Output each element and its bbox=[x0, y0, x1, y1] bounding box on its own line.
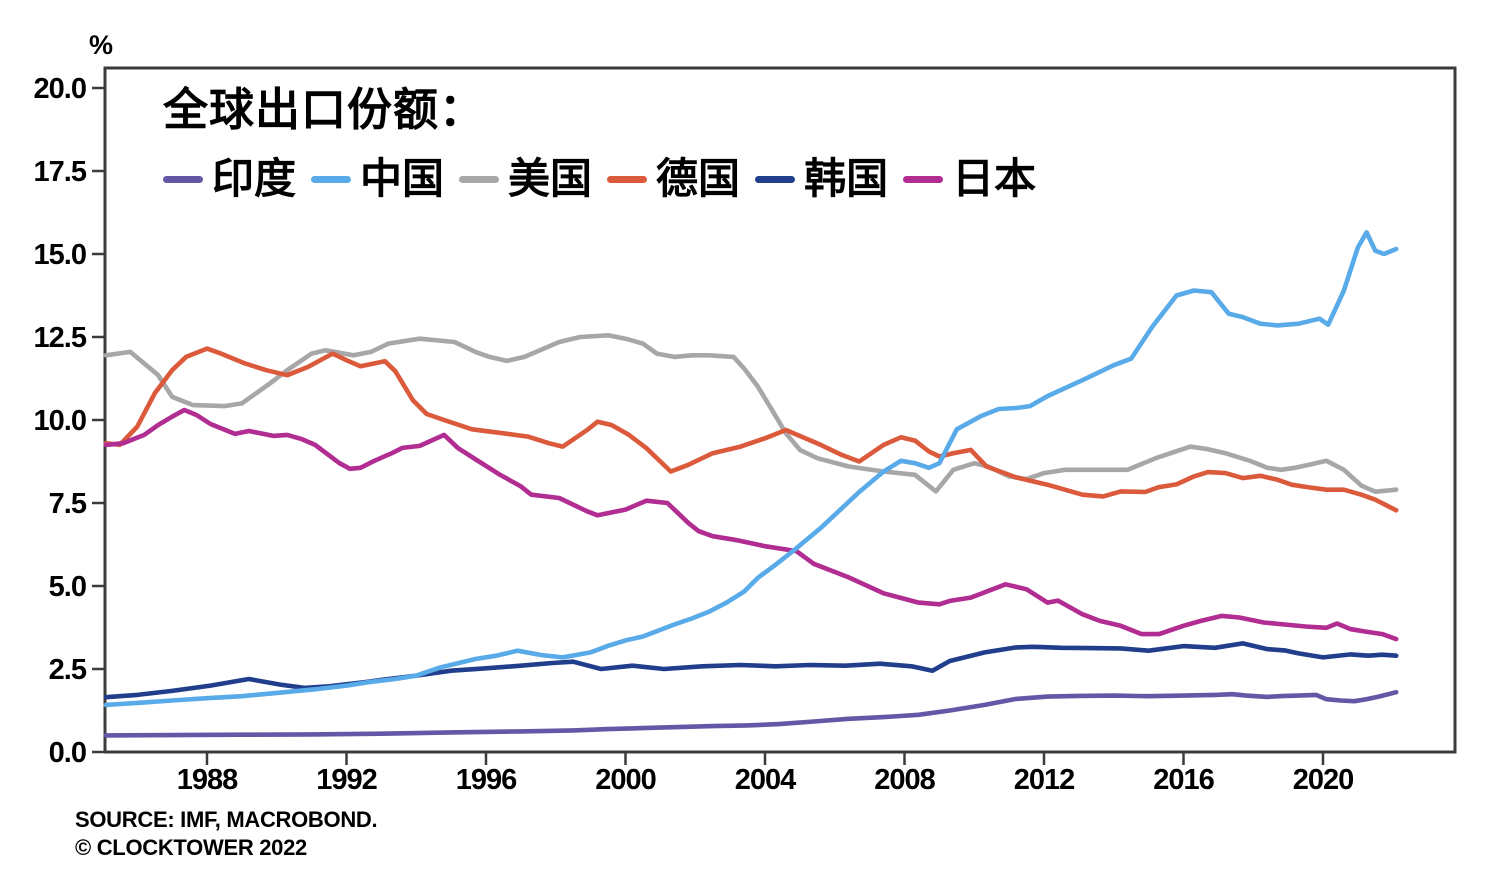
series-line-india bbox=[103, 689, 1399, 738]
x-axis-tick-label: 2020 bbox=[1293, 764, 1354, 796]
y-axis-tick-label: 15.0 bbox=[34, 239, 86, 271]
series-line-usa bbox=[103, 332, 1399, 495]
legend-label: 日本 bbox=[952, 155, 1037, 202]
legend-dash-icon bbox=[459, 175, 500, 183]
y-axis-tick-label: 0.0 bbox=[49, 737, 86, 769]
x-axis-tick-label: 2000 bbox=[595, 764, 656, 796]
y-axis-tick-label: 10.0 bbox=[34, 405, 86, 437]
copyright-line: © CLOCKTOWER 2022 bbox=[75, 834, 307, 860]
chart-title: 全球出口份额： bbox=[163, 84, 486, 135]
legend-item-germany: 德国 bbox=[607, 158, 740, 200]
y-axis-tick-label: 2.5 bbox=[49, 654, 87, 686]
legend-dash-icon bbox=[755, 175, 796, 183]
chart-legend: 印度 中国 美国 德国 韩国 日本 bbox=[163, 158, 1036, 200]
series-line-china bbox=[103, 230, 1399, 708]
legend-item-usa: 美国 bbox=[459, 158, 592, 200]
legend-dash-icon bbox=[311, 175, 352, 183]
y-axis-tick-label: 12.5 bbox=[34, 322, 87, 354]
y-axis-tick-label: 5.0 bbox=[49, 571, 86, 603]
legend-item-china: 中国 bbox=[311, 158, 444, 200]
legend-dash-icon bbox=[163, 175, 203, 183]
x-axis-tick-label: 2008 bbox=[874, 764, 935, 796]
legend-item-india: 印度 bbox=[163, 158, 296, 200]
x-axis-tick-label: 1996 bbox=[456, 764, 517, 796]
series-line-japan bbox=[103, 407, 1399, 642]
x-axis-tick-label: 2016 bbox=[1153, 764, 1214, 796]
x-axis-tick-label: 2004 bbox=[735, 764, 796, 796]
y-axis-tick-label: 20.0 bbox=[34, 73, 86, 105]
source-note: SOURCE: IMF, MACROBOND. © CLOCKTOWER 202… bbox=[75, 806, 378, 861]
legend-label: 德国 bbox=[656, 155, 741, 202]
y-axis-tick-label: 7.5 bbox=[49, 488, 87, 520]
legend-label: 印度 bbox=[212, 155, 297, 202]
legend-label: 美国 bbox=[508, 155, 593, 202]
y-axis-unit-label: % bbox=[88, 30, 113, 60]
series-line-germany bbox=[103, 346, 1399, 513]
plot-frame bbox=[103, 66, 1457, 754]
source-line: SOURCE: IMF, MACROBOND. bbox=[75, 807, 378, 832]
x-axis-tick-label: 1988 bbox=[177, 764, 238, 796]
legend-dash-icon bbox=[607, 175, 648, 183]
legend-item-japan: 日本 bbox=[903, 158, 1036, 200]
x-axis-tick-label: 2012 bbox=[1014, 764, 1075, 796]
legend-dash-icon bbox=[903, 175, 944, 183]
legend-label: 韩国 bbox=[804, 155, 889, 202]
legend-label: 中国 bbox=[360, 155, 445, 202]
x-axis-tick-label: 1992 bbox=[316, 764, 377, 796]
legend-item-korea: 韩国 bbox=[755, 158, 888, 200]
y-axis-tick-label: 17.5 bbox=[34, 156, 87, 188]
